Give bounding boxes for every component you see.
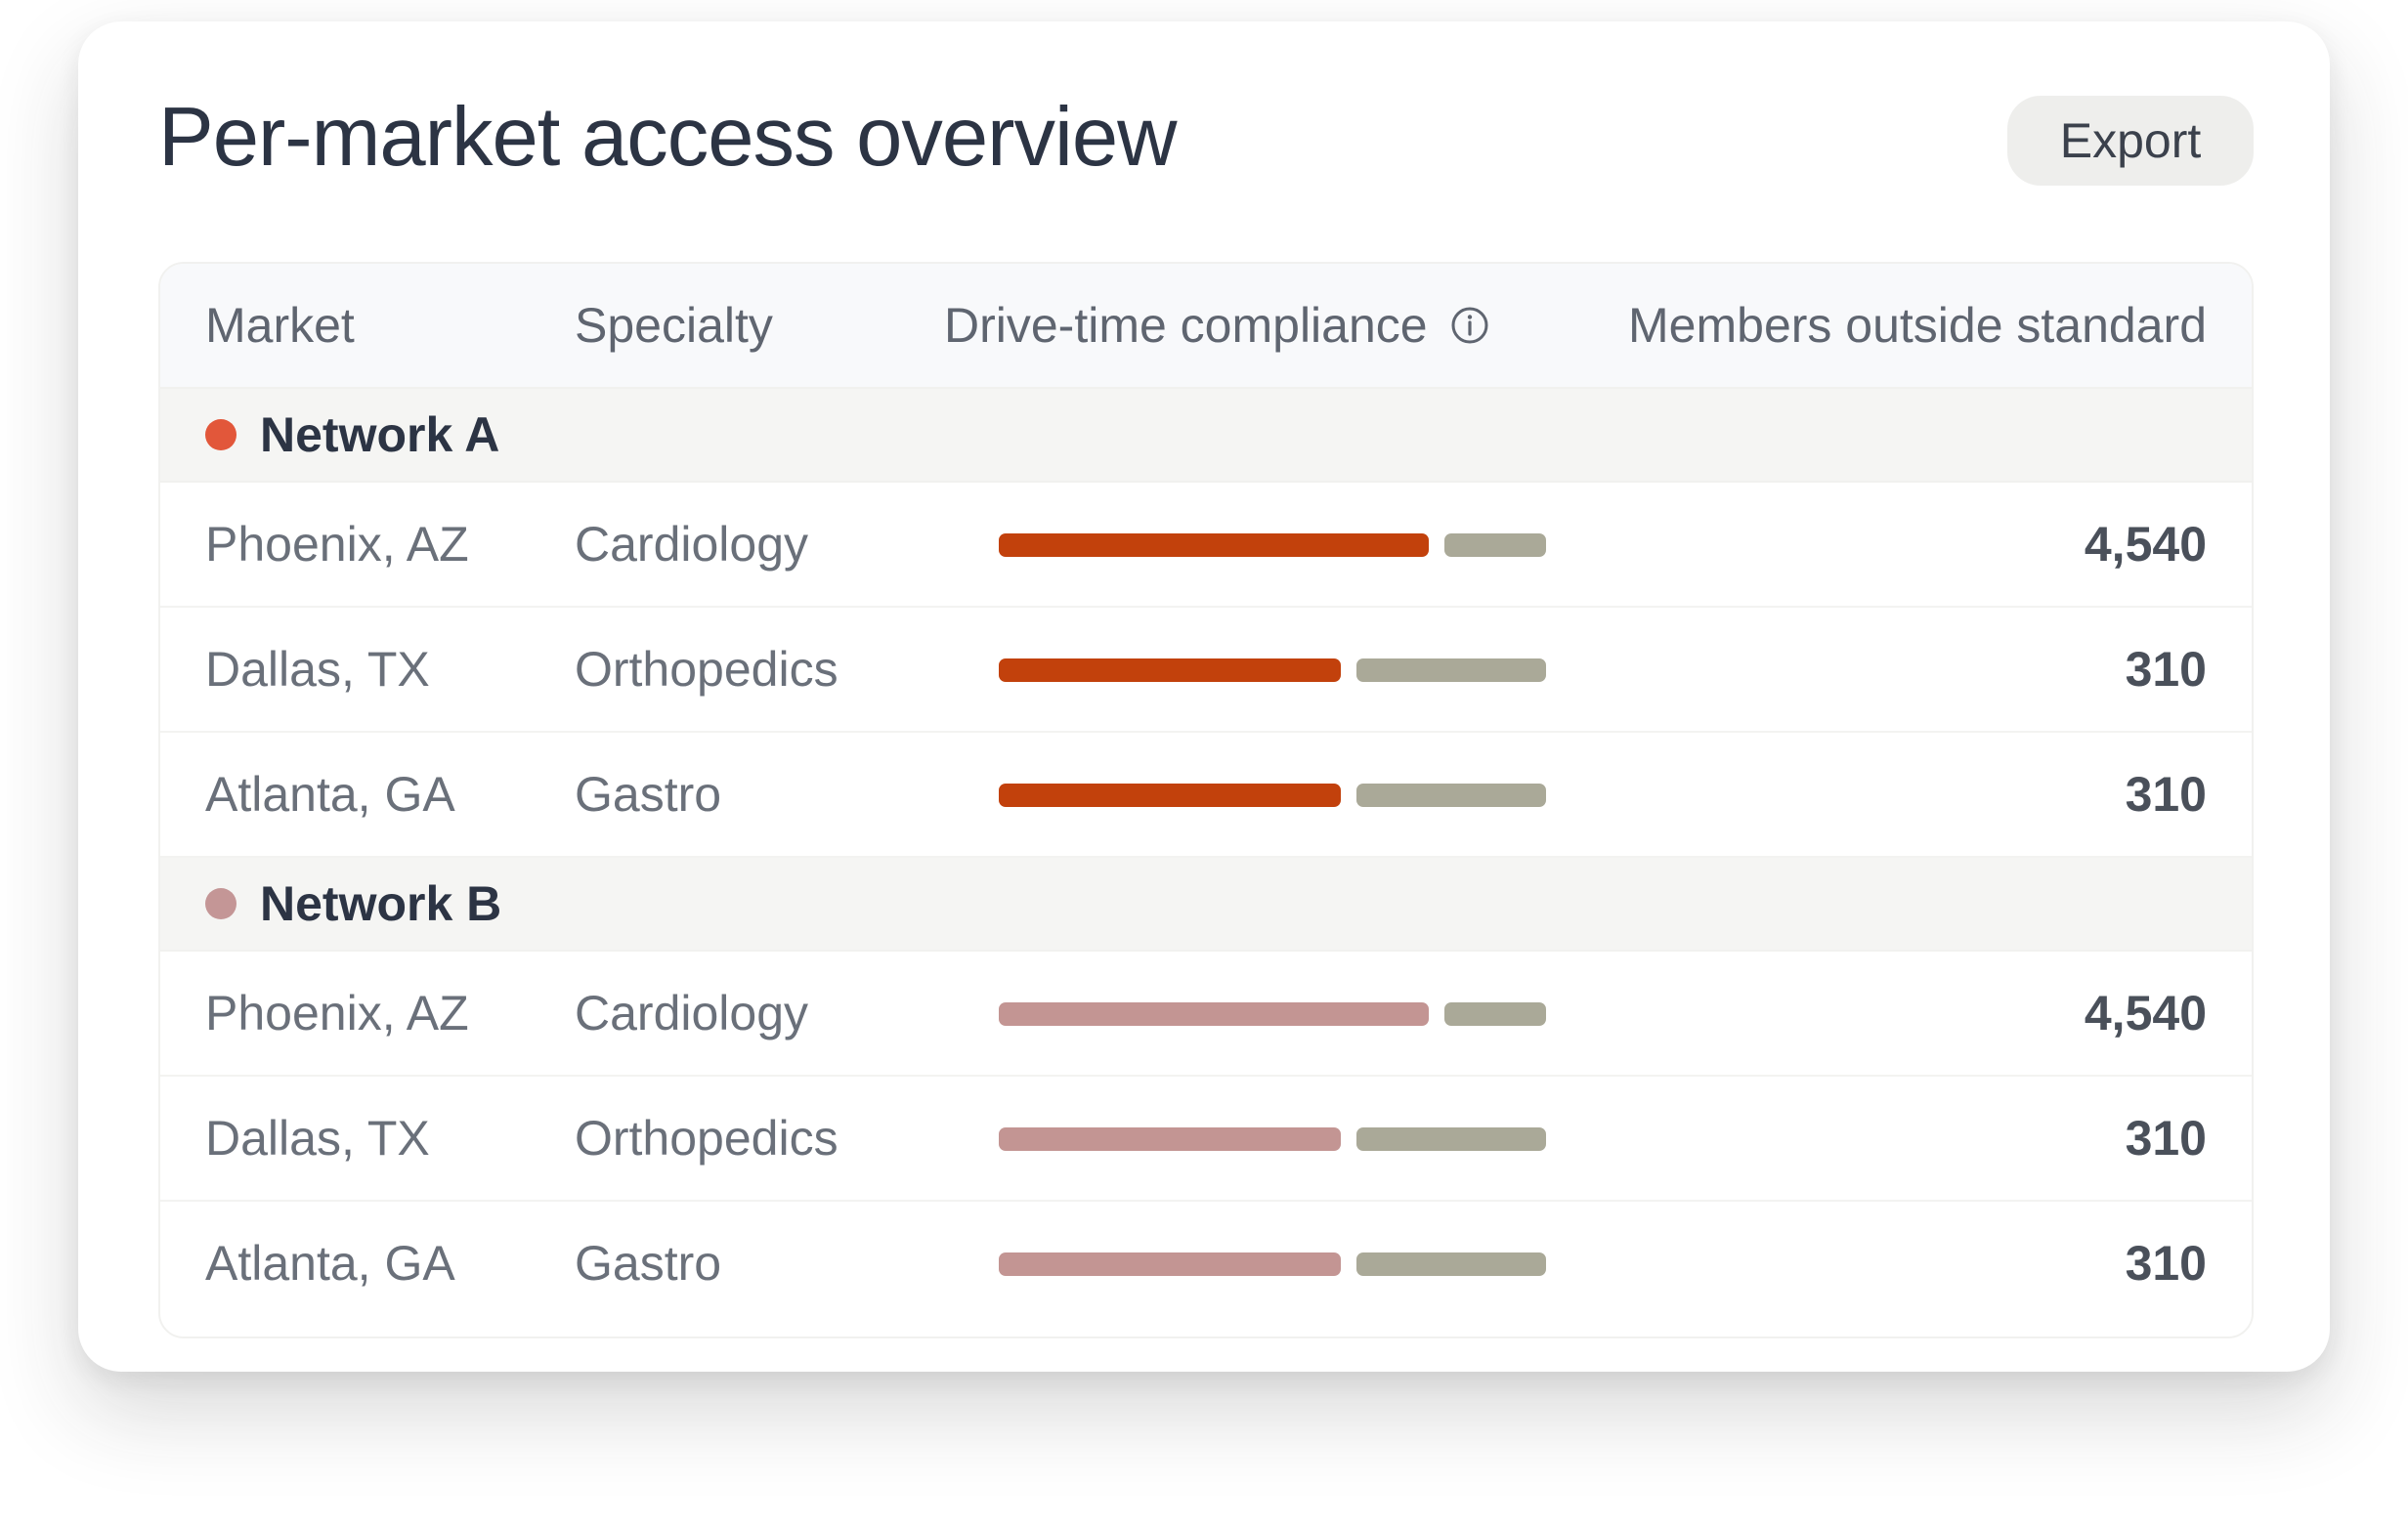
compliance-bar-fill — [999, 1127, 1342, 1151]
table-header: Market Specialty Drive-time compliance M… — [160, 264, 2252, 389]
access-overview-card: Per-market access overview Export Market… — [78, 21, 2330, 1372]
table-body: Network A Phoenix, AZ Cardiology 4,540 Dalla… — [160, 389, 2252, 1325]
specialty-cell: Gastro — [575, 1236, 722, 1291]
compliance-bar-fill — [999, 1252, 1342, 1276]
column-header-compliance-label: Drive-time compliance — [944, 298, 1428, 353]
compliance-bar-remainder — [1356, 1127, 1546, 1151]
table-row[interactable]: Phoenix, AZ Cardiology 4,540 — [160, 483, 2252, 608]
network-dot-icon — [205, 419, 236, 450]
table-row[interactable]: Atlanta, GA Gastro 310 — [160, 1202, 2252, 1325]
compliance-bar-fill — [999, 1002, 1429, 1026]
compliance-bar-remainder — [1356, 1252, 1546, 1276]
members-cell: 310 — [2125, 1111, 2207, 1166]
members-cell: 4,540 — [2084, 986, 2207, 1040]
group-label: Network A — [260, 407, 500, 462]
column-header-market[interactable]: Market — [205, 298, 355, 353]
market-cell: Phoenix, AZ — [205, 517, 469, 572]
compliance-bar-fill — [999, 533, 1429, 557]
market-cell: Dallas, TX — [205, 1111, 430, 1166]
compliance-bar — [999, 533, 1546, 557]
members-cell: 310 — [2125, 767, 2207, 822]
export-button[interactable]: Export — [2007, 96, 2254, 186]
compliance-bar-remainder — [1356, 658, 1546, 682]
members-cell: 310 — [2125, 1236, 2207, 1291]
members-cell: 4,540 — [2084, 517, 2207, 572]
specialty-cell: Cardiology — [575, 517, 809, 572]
compliance-bar — [999, 1252, 1546, 1276]
market-cell: Dallas, TX — [205, 642, 430, 697]
info-circle-icon[interactable] — [1449, 305, 1490, 346]
specialty-cell: Orthopedics — [575, 642, 838, 697]
table-row[interactable]: Dallas, TX Orthopedics 310 — [160, 1077, 2252, 1202]
compliance-bar — [999, 1002, 1546, 1026]
access-table: Market Specialty Drive-time compliance M… — [158, 262, 2254, 1338]
table-row[interactable]: Phoenix, AZ Cardiology 4,540 — [160, 952, 2252, 1077]
network-dot-icon — [205, 888, 236, 919]
column-header-specialty[interactable]: Specialty — [575, 298, 773, 353]
specialty-cell: Orthopedics — [575, 1111, 838, 1166]
compliance-bar-remainder — [1444, 1002, 1546, 1026]
specialty-cell: Gastro — [575, 767, 722, 822]
market-cell: Atlanta, GA — [205, 767, 455, 822]
compliance-bar — [999, 784, 1546, 807]
group-row-network[interactable]: Network B — [160, 858, 2252, 952]
group-label: Network B — [260, 876, 502, 931]
table-row[interactable]: Atlanta, GA Gastro 310 — [160, 733, 2252, 858]
market-cell: Phoenix, AZ — [205, 986, 469, 1040]
compliance-bar-fill — [999, 658, 1342, 682]
group-row-network[interactable]: Network A — [160, 389, 2252, 483]
compliance-bar-remainder — [1356, 784, 1546, 807]
market-cell: Atlanta, GA — [205, 1236, 455, 1291]
compliance-bar — [999, 658, 1546, 682]
column-header-members[interactable]: Members outside standard — [1628, 298, 2207, 353]
compliance-bar-fill — [999, 784, 1342, 807]
members-cell: 310 — [2125, 642, 2207, 697]
specialty-cell: Cardiology — [575, 986, 809, 1040]
table-row[interactable]: Dallas, TX Orthopedics 310 — [160, 608, 2252, 733]
page-title: Per-market access overview — [158, 91, 1178, 184]
column-header-compliance[interactable]: Drive-time compliance — [944, 264, 1490, 387]
compliance-bar-remainder — [1444, 533, 1546, 557]
compliance-bar — [999, 1127, 1546, 1151]
